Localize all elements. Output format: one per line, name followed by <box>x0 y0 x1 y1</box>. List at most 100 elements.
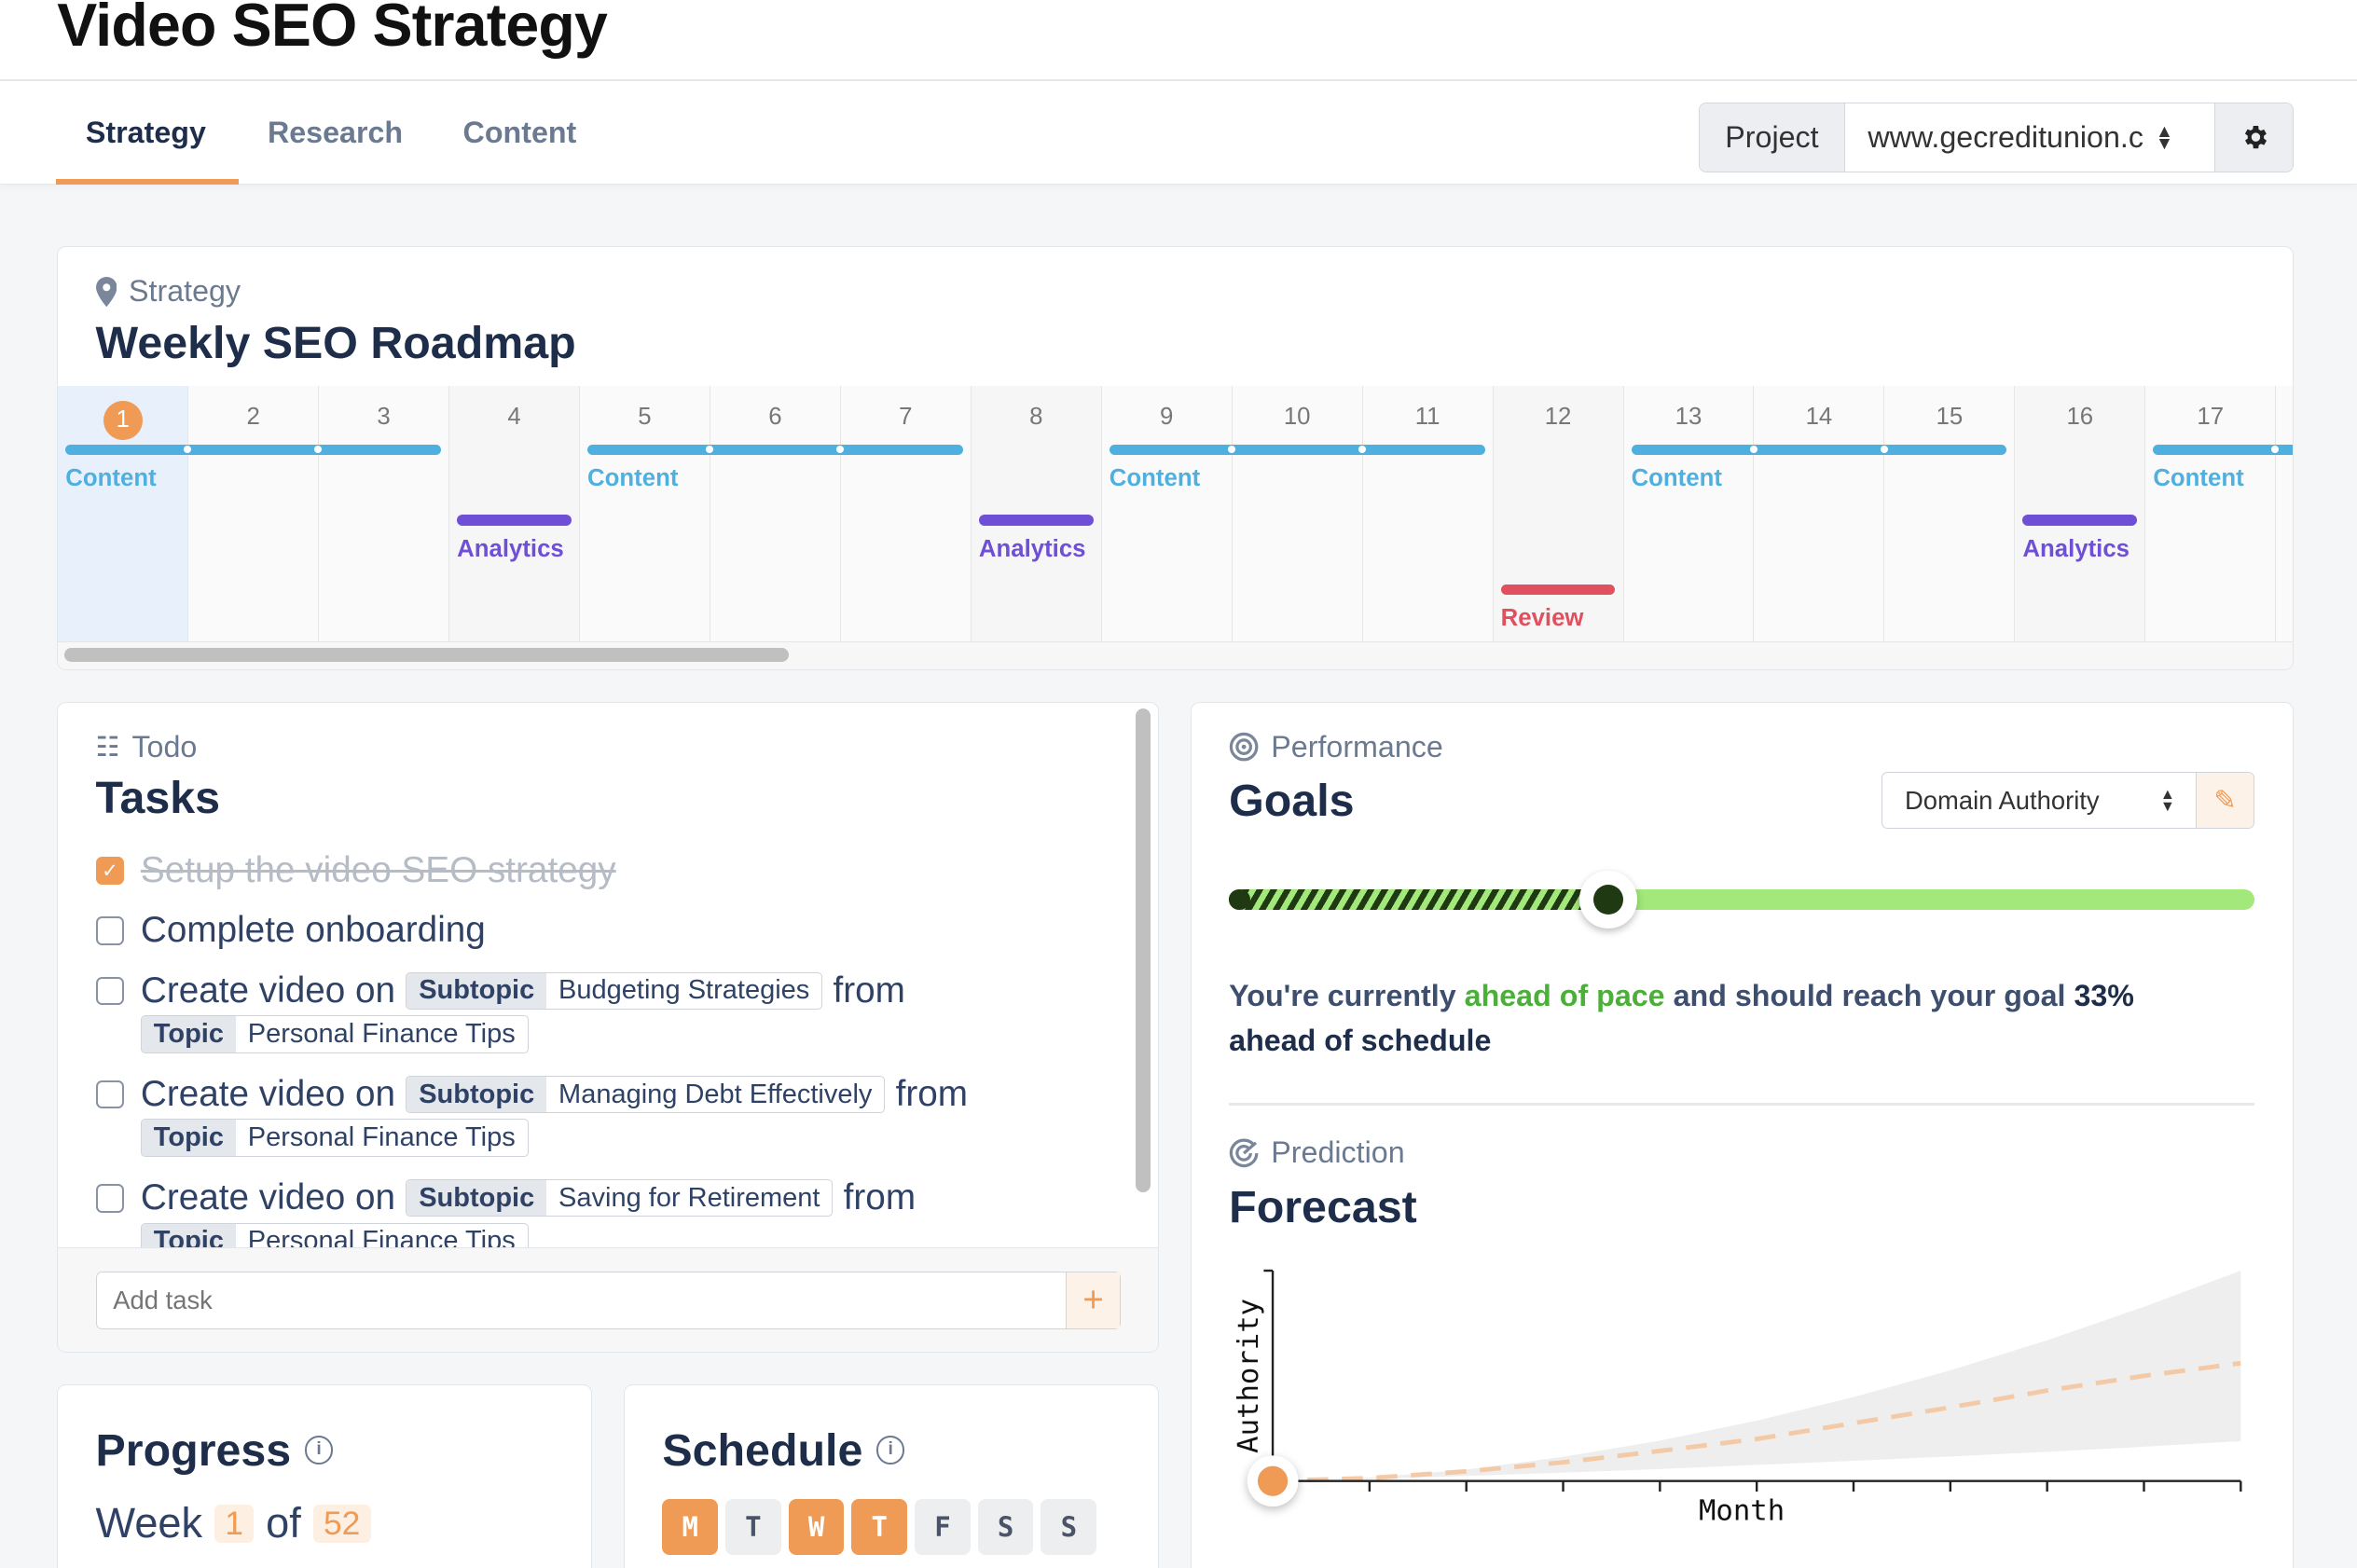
analytics-bar[interactable] <box>978 515 1094 526</box>
tab-strategy[interactable]: Strategy <box>85 116 206 150</box>
todo-eyebrow-text: Todo <box>131 729 198 763</box>
prediction-eyebrow: Prediction <box>1229 1135 1405 1170</box>
day-toggle[interactable]: M <box>662 1499 718 1555</box>
content-bar[interactable] <box>1631 444 1756 455</box>
week-column[interactable]: 6 <box>706 385 842 641</box>
content-bar[interactable] <box>706 444 842 455</box>
divider <box>1229 1102 2254 1106</box>
pace-message: You're currently ahead of pace and shoul… <box>1229 973 2251 1064</box>
metric-select[interactable]: Domain Authority ▲ ▼ <box>1882 773 2197 828</box>
week-column[interactable]: 1 Content <box>58 385 189 641</box>
content-bar[interactable] <box>2153 444 2277 455</box>
subtopic-tag[interactable]: Subtopic Budgeting Strategies <box>406 971 823 1010</box>
content-bar[interactable] <box>314 444 442 455</box>
task-item: Create video on Subtopic Saving for Retire… <box>95 1177 917 1218</box>
content-bar[interactable] <box>587 444 711 455</box>
content-bar[interactable] <box>1749 444 1885 455</box>
forecast-title: Forecast <box>1229 1181 1417 1232</box>
task-checkbox[interactable]: ✓ <box>95 856 125 886</box>
task-checkbox[interactable] <box>95 916 125 945</box>
settings-button[interactable] <box>2214 103 2294 172</box>
task-checkbox[interactable] <box>95 1080 125 1109</box>
week-column[interactable]: 13 Content <box>1623 385 1756 641</box>
tab-research[interactable]: Research <box>267 116 404 150</box>
subtopic-tag[interactable]: Subtopic Managing Debt Effectively <box>406 1075 886 1114</box>
topic-tag[interactable]: Topic Personal Finance Tips <box>140 1222 529 1247</box>
project-value: www.gecreditunion.c <box>1868 120 2143 154</box>
checklist-icon: ☷ <box>95 732 120 763</box>
review-label: Review <box>1500 605 1584 632</box>
tasks-title: Tasks <box>95 773 221 824</box>
content-bar[interactable] <box>1358 444 1485 455</box>
sort-arrows-icon: ▲ ▼ <box>2159 785 2175 815</box>
task-list-scrollbar[interactable] <box>1136 708 1151 1193</box>
week-column[interactable]: 4 Analytics <box>449 385 580 641</box>
performance-card: Performance Goals Domain Authority ▲ ▼ ✎ Y… <box>1190 701 2295 1568</box>
content-bar[interactable] <box>836 444 963 455</box>
content-bar[interactable] <box>65 444 189 455</box>
bar-joint <box>2271 446 2280 454</box>
edit-goal-button[interactable]: ✎ <box>2196 773 2254 829</box>
topic-tag[interactable]: Topic Personal Finance Tips <box>140 1119 529 1157</box>
info-icon[interactable]: i <box>875 1436 905 1465</box>
scrollbar-thumb[interactable] <box>63 648 789 662</box>
analytics-bar[interactable] <box>457 515 572 526</box>
task-topic-line: Topic Personal Finance Tips <box>131 1222 539 1247</box>
from-text: from <box>843 1177 917 1218</box>
tab-content[interactable]: Content <box>462 116 577 150</box>
goal-progress-handle[interactable] <box>1579 871 1637 928</box>
week-progress: Week 1 of 52 <box>96 1499 371 1547</box>
project-select[interactable]: www.gecreditunion.c ▲ ▼ <box>1845 103 2215 172</box>
review-bar[interactable] <box>1500 584 1616 595</box>
week-column[interactable]: 2 <box>184 385 320 641</box>
analytics-label: Analytics <box>978 535 1086 562</box>
roadmap-eyebrow-text: Strategy <box>129 274 241 309</box>
add-task-button[interactable]: + <box>1066 1272 1121 1328</box>
week-column[interactable]: 3 <box>314 385 450 641</box>
sort-arrows-icon: ▲ ▼ <box>2155 120 2173 154</box>
subtopic-value: Budgeting Strategies <box>558 975 810 1006</box>
day-toggle[interactable]: T <box>725 1499 781 1555</box>
week-column[interactable]: 16 Analytics <box>2015 385 2146 641</box>
info-icon[interactable]: i <box>304 1436 334 1465</box>
week-column[interactable]: 17 Content <box>2145 385 2277 641</box>
add-task-input[interactable] <box>96 1272 1067 1328</box>
pace-status: ahead of pace <box>1464 979 1665 1013</box>
total-weeks: 52 <box>312 1504 371 1543</box>
content-bar[interactable] <box>1109 444 1234 455</box>
task-item: ✓ Setup the video SEO strategy <box>95 850 616 891</box>
topic-label: Topic <box>141 1223 236 1247</box>
current-point[interactable] <box>1247 1455 1299 1507</box>
progress-title: Progress <box>95 1424 292 1476</box>
subtopic-tag[interactable]: Subtopic Saving for Retirement <box>406 1179 834 1217</box>
subtopic-value: Saving for Retirement <box>558 1182 820 1213</box>
week-label: Week <box>95 1499 203 1547</box>
week-column[interactable]: 8 Analytics <box>971 385 1102 641</box>
forecast-chart: Month Authority <box>1233 1270 2242 1528</box>
content-bar[interactable] <box>1227 444 1364 455</box>
week-column[interactable]: 7 <box>836 385 972 641</box>
day-toggle[interactable]: S <box>1041 1499 1097 1555</box>
horizontal-scrollbar-track[interactable] <box>58 640 2294 670</box>
task-checkbox[interactable] <box>95 976 125 1006</box>
analytics-bar[interactable] <box>2022 515 2138 526</box>
day-toggle[interactable]: T <box>851 1499 908 1555</box>
content-bar[interactable] <box>184 444 320 455</box>
day-toggle[interactable]: S <box>977 1499 1034 1555</box>
topic-tag[interactable]: Topic Personal Finance Tips <box>140 1015 529 1053</box>
content-bar[interactable] <box>2271 444 2294 455</box>
week-column[interactable]: 11 <box>1358 385 1494 641</box>
week-column[interactable]: 9 Content <box>1101 385 1234 641</box>
week-column[interactable] <box>2271 385 2294 641</box>
week-column[interactable]: 10 <box>1227 385 1364 641</box>
day-toggle[interactable]: W <box>788 1499 845 1555</box>
confidence-band <box>1272 1271 2241 1482</box>
week-column[interactable]: 12 Review <box>1493 385 1624 641</box>
week-column[interactable]: 14 <box>1749 385 1885 641</box>
content-bar[interactable] <box>1880 444 2007 455</box>
week-column[interactable]: 15 <box>1880 385 2016 641</box>
week-column[interactable]: 5 Content <box>580 385 711 641</box>
task-checkbox[interactable] <box>95 1184 125 1213</box>
pencil-icon: ✎ <box>2213 786 2237 817</box>
day-toggle[interactable]: F <box>915 1499 971 1555</box>
